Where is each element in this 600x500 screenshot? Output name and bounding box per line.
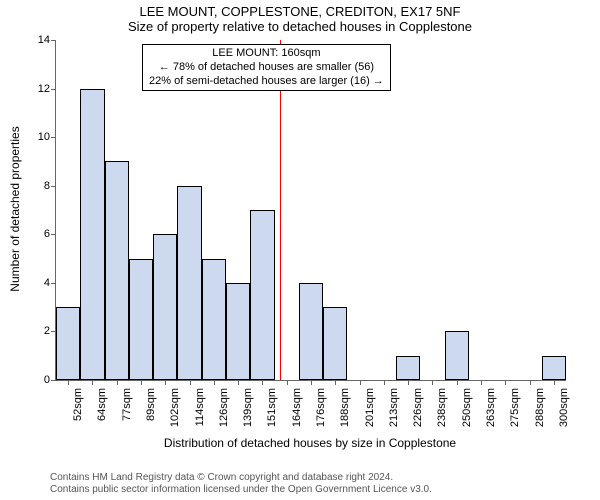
x-tick-mark: [214, 380, 215, 385]
x-tick-mark: [384, 380, 385, 385]
x-tick-mark: [432, 380, 433, 385]
x-tick-mark: [190, 380, 191, 385]
x-tick-label: 213sqm: [388, 388, 400, 438]
histogram-bar: [177, 186, 201, 380]
y-tick-mark: [51, 234, 56, 235]
x-tick-mark: [335, 380, 336, 385]
x-tick-label: 126sqm: [218, 388, 230, 438]
x-tick-label: 52sqm: [72, 388, 84, 438]
histogram-bar: [105, 161, 129, 380]
x-tick-label: 64sqm: [96, 388, 108, 438]
x-tick-label: 238sqm: [436, 388, 448, 438]
x-tick-label: 151sqm: [266, 388, 278, 438]
y-tick-label: 6: [22, 228, 50, 240]
annotation-box: LEE MOUNT: 160sqm← 78% of detached house…: [142, 44, 391, 91]
footer-line-2: Contains public sector information licen…: [50, 484, 432, 496]
histogram-bar: [542, 356, 566, 380]
y-tick-label: 2: [22, 325, 50, 337]
x-tick-mark: [457, 380, 458, 385]
y-tick-mark: [51, 40, 56, 41]
y-tick-mark: [51, 89, 56, 90]
x-tick-label: 201sqm: [364, 388, 376, 438]
x-tick-label: 226sqm: [412, 388, 424, 438]
x-tick-label: 164sqm: [291, 388, 303, 438]
x-tick-label: 139sqm: [242, 388, 254, 438]
x-tick-label: 188sqm: [339, 388, 351, 438]
y-tick-mark: [51, 380, 56, 381]
x-tick-mark: [287, 380, 288, 385]
histogram-bar: [80, 89, 104, 380]
y-tick-label: 14: [22, 34, 50, 46]
histogram-bar: [445, 331, 469, 380]
x-tick-label: 102sqm: [169, 388, 181, 438]
x-tick-mark: [262, 380, 263, 385]
y-tick-label: 4: [22, 277, 50, 289]
x-tick-mark: [238, 380, 239, 385]
x-tick-label: 77sqm: [121, 388, 133, 438]
histogram-bar: [299, 283, 323, 380]
y-tick-mark: [51, 283, 56, 284]
histogram-bar: [250, 210, 274, 380]
y-tick-label: 8: [22, 180, 50, 192]
x-tick-mark: [408, 380, 409, 385]
y-tick-label: 12: [22, 83, 50, 95]
footer-attribution: Contains HM Land Registry data © Crown c…: [50, 472, 432, 496]
x-tick-label: 89sqm: [145, 388, 157, 438]
histogram-bar: [396, 356, 420, 380]
annotation-line-2: ← 78% of detached houses are smaller (56…: [149, 61, 384, 75]
x-tick-label: 250sqm: [461, 388, 473, 438]
x-tick-mark: [141, 380, 142, 385]
x-tick-mark: [481, 380, 482, 385]
x-tick-label: 263sqm: [485, 388, 497, 438]
x-tick-mark: [505, 380, 506, 385]
y-tick-mark: [51, 186, 56, 187]
histogram-bar: [129, 259, 153, 380]
histogram-bar: [153, 234, 177, 380]
x-tick-mark: [311, 380, 312, 385]
y-tick-mark: [51, 137, 56, 138]
page-title: LEE MOUNT, COPPLESTONE, CREDITON, EX17 5…: [0, 0, 600, 19]
histogram-bar: [202, 259, 226, 380]
histogram-bar: [56, 307, 80, 380]
annotation-line-3: 22% of semi-detached houses are larger (…: [149, 75, 384, 89]
footer-line-1: Contains HM Land Registry data © Crown c…: [50, 472, 432, 484]
page-subtitle: Size of property relative to detached ho…: [0, 19, 600, 34]
x-axis-label: Distribution of detached houses by size …: [55, 436, 565, 450]
x-tick-label: 176sqm: [315, 388, 327, 438]
x-tick-mark: [68, 380, 69, 385]
chart-plot-area: 0246810121452sqm64sqm77sqm89sqm102sqm114…: [55, 40, 566, 381]
x-tick-label: 300sqm: [558, 388, 570, 438]
x-tick-mark: [530, 380, 531, 385]
x-tick-mark: [360, 380, 361, 385]
x-tick-label: 288sqm: [534, 388, 546, 438]
x-tick-label: 114sqm: [194, 388, 206, 438]
annotation-line-1: LEE MOUNT: 160sqm: [149, 47, 384, 61]
histogram-bar: [323, 307, 347, 380]
y-tick-label: 10: [22, 131, 50, 143]
y-axis-label: Number of detached properties: [8, 119, 22, 299]
x-tick-label: 275sqm: [509, 388, 521, 438]
x-tick-mark: [554, 380, 555, 385]
y-tick-label: 0: [22, 374, 50, 386]
x-tick-mark: [165, 380, 166, 385]
histogram-bar: [226, 283, 250, 380]
x-tick-mark: [117, 380, 118, 385]
x-tick-mark: [92, 380, 93, 385]
